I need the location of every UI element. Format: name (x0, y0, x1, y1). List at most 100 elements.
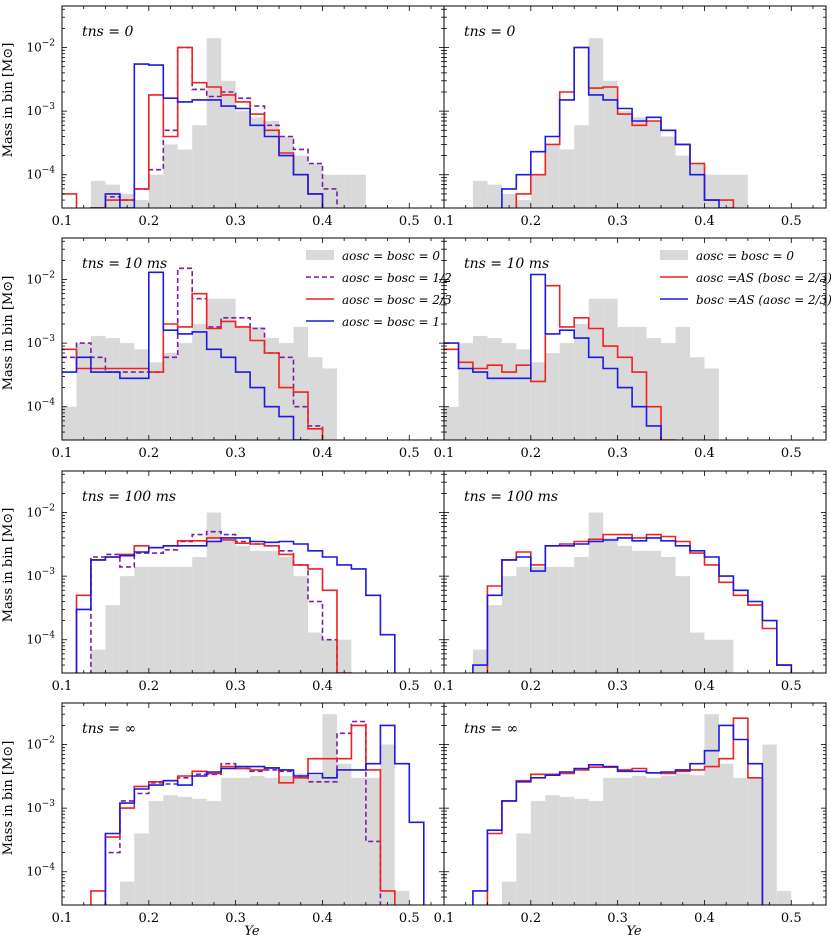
panel-label: tns = 10 ms (464, 256, 549, 272)
blue-step-series (104, 724, 425, 905)
x-tick-label: 0.4 (312, 214, 333, 229)
gray-bar (632, 776, 647, 905)
gray-bar (632, 550, 647, 673)
gray-bar (336, 763, 352, 905)
gray-bar (516, 200, 531, 208)
gray-bar (250, 550, 265, 673)
gray-bar (148, 800, 164, 905)
x-tick-label: 0.5 (781, 679, 802, 694)
gray-bar (134, 566, 149, 673)
gray-bar (307, 632, 323, 673)
gray-bar (119, 576, 135, 673)
gray-bar (221, 537, 236, 673)
gray-bar (322, 639, 337, 673)
x-tick-label: 0.1 (52, 679, 73, 694)
x-tick-label: 0.2 (520, 214, 541, 229)
legend-swatch-gray (660, 250, 688, 260)
x-tick-label: 0.4 (312, 679, 333, 694)
y-axis-label: Mass in bin [M⊙] (1, 276, 16, 391)
x-tick-label: 0.1 (434, 214, 455, 229)
gray-bar (545, 566, 560, 673)
gray-bar (588, 512, 604, 673)
gray-bar (588, 800, 604, 905)
gray-bar (487, 184, 502, 208)
gray-bar (293, 773, 308, 905)
plot-area (472, 714, 792, 905)
gray-bar (733, 174, 748, 208)
gray-bar (279, 776, 294, 905)
gray-bar (351, 174, 366, 208)
gray-bar (501, 343, 517, 440)
gray-bar (646, 777, 662, 905)
gray-bar (206, 298, 222, 440)
gray-bar (279, 556, 294, 673)
red-step-series (62, 292, 324, 440)
gray-bar (501, 576, 517, 673)
x-tick-label: 0.1 (434, 446, 455, 461)
gray-bar (351, 777, 366, 905)
gray-bar (733, 777, 748, 905)
red-step-series (486, 533, 793, 673)
blue-step-series (501, 46, 735, 208)
gray-bar (661, 136, 676, 208)
panel-row3-left: 10−4 10−3 10−2 0.1 0.2 0.3 0.4 0.5 tns = 100 ms (26, 470, 445, 694)
panel-frame (443, 702, 827, 906)
purple-step-series (104, 720, 382, 905)
gray-bar (279, 136, 294, 208)
x-tick-label: 0.3 (225, 214, 246, 229)
gray-bar (516, 566, 531, 673)
gray-bar (574, 798, 589, 905)
x-tick-label: 0.2 (520, 911, 541, 926)
gray-bar (250, 776, 265, 905)
gray-bar (264, 120, 280, 208)
gray-bar (90, 649, 106, 673)
red-step-series (444, 284, 677, 440)
plot-area (90, 714, 425, 905)
gray-bar (90, 335, 106, 440)
gray-bar (501, 881, 517, 905)
x-tick-label: 0.5 (399, 214, 420, 229)
gray-bar (380, 744, 395, 905)
gray-bar (762, 744, 777, 905)
plot-area (75, 512, 396, 673)
gray-bar (163, 144, 178, 208)
gray-bar (192, 125, 207, 208)
gray-bar (177, 796, 193, 905)
y-axis-label: Mass in bin [M⊙] (1, 508, 16, 623)
x-tick-label: 0.2 (138, 911, 159, 926)
gray-bar (603, 537, 618, 673)
gray-bar (472, 335, 488, 440)
gray-bar (545, 352, 560, 440)
gray-bar (250, 117, 265, 208)
x-tick-label: 0.1 (52, 911, 73, 926)
y-axis-label: Mass in bin [M⊙] (1, 741, 16, 856)
gray-bar (394, 890, 410, 905)
panel-row4-right: 0.1 0.2 0.3 0.4 0.5 tns = ∞ (434, 702, 827, 926)
y-axis-label: Mass in bin [M⊙] (1, 43, 16, 158)
gray-bar (689, 632, 705, 673)
x-tick-label: 0.3 (607, 679, 628, 694)
gray-bar (264, 338, 280, 440)
panel-label: tns = 100 ms (82, 489, 176, 505)
gray-bar (646, 120, 662, 208)
x-tick-label: 0.5 (781, 214, 802, 229)
plot-area (444, 273, 719, 440)
gray-bar (206, 512, 222, 673)
gray-bar (336, 174, 352, 208)
x-tick-label: 0.3 (607, 911, 628, 926)
panel-row1-right: 0.1 0.2 0.3 0.4 0.5 tns = 0 (434, 5, 827, 229)
y-tick-label: 10−4 (26, 863, 55, 879)
gray-bar (206, 800, 222, 905)
x-axis-label: Ye (626, 924, 641, 939)
x-tick-label: 0.3 (607, 214, 628, 229)
x-tick-label: 0.3 (225, 679, 246, 694)
gray-bar (603, 80, 618, 208)
x-tick-label: 0.4 (694, 446, 715, 461)
panel-frame (443, 470, 827, 674)
panel-row2-right: 0.1 0.2 0.3 0.4 0.5 tns = 10 ms (434, 237, 827, 461)
x-tick-label: 0.1 (52, 446, 73, 461)
gray-bar (177, 566, 193, 673)
gray-bar (632, 326, 647, 440)
gray-bar (530, 566, 546, 673)
y-tick-label: 10−4 (26, 631, 55, 647)
